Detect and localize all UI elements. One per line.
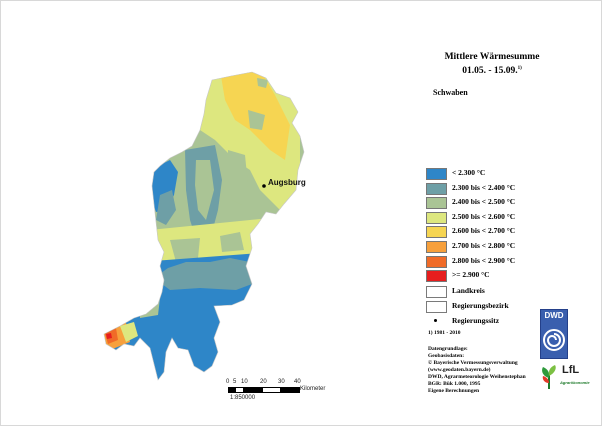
legend-label: < 2.300 °C (452, 168, 486, 177)
data-sources: Datengrundlage: Geobasisdaten: © Bayeris… (428, 346, 526, 395)
scale-tick: 20 (260, 379, 267, 385)
legend-swatch (426, 255, 447, 268)
footnote: 1) 1981 - 2010 (428, 330, 461, 336)
legend-label: 2.300 bis < 2.400 °C (452, 182, 516, 192)
augsburg-label: Augsburg (268, 178, 306, 187)
lfl-logo-text: LfL (562, 364, 580, 376)
legend-swatch (426, 211, 447, 224)
legend-label: 2.600 bis < 2.700 °C (452, 226, 516, 236)
scale-tick: 30 (278, 379, 285, 385)
lfl-logo-subtitle: Agrarökonomie (560, 380, 590, 385)
source-line: © Bayerische Vermessungsverwaltung (428, 360, 518, 366)
dwd-logo: DWD (540, 309, 568, 359)
title-line1: Mittlere Wärmesumme (444, 52, 540, 62)
legend-label: 2.500 bis < 2.600 °C (452, 211, 516, 221)
source-line: DWD, Agrarmeteorologie Weihenstephan (428, 374, 526, 380)
scale-tick: 40 (294, 379, 301, 385)
symbol-label: Landkreis (452, 286, 485, 295)
source-line: (www.geodaten.bayern.de) (428, 367, 491, 373)
scale-segment (280, 387, 300, 393)
dwd-logo-text: DWD (544, 311, 564, 320)
title-line2: 01.05. - 15.09.1) (462, 66, 522, 77)
legend-swatch (426, 168, 447, 180)
dwd-spiral-icon (543, 329, 565, 351)
legend-label: >= 2.900 °C (452, 270, 490, 280)
legend-swatch (426, 182, 447, 195)
region-name: Schwaben (433, 88, 468, 97)
map-title: Mittlere Wärmesumme 01.05. - 15.09.1) (432, 52, 552, 77)
scale-tick: 5 (233, 379, 237, 385)
scale-segment (262, 387, 282, 393)
scale-unit: Kilometer (300, 386, 326, 392)
legend-swatch (426, 240, 447, 253)
augsburg-marker (262, 184, 266, 188)
legend-label: 2.800 bis < 2.900 °C (452, 255, 516, 265)
capital-dot-icon (434, 319, 437, 322)
scale-tick: 10 (241, 379, 248, 385)
source-line: Eigene Berechnungen (428, 388, 480, 394)
legend-label: 2.700 bis < 2.800 °C (452, 240, 516, 250)
source-line: Geobasisdaten: (428, 353, 465, 359)
source-line: Datengrundlage: (428, 346, 468, 352)
scale-segment (243, 387, 264, 393)
scale-ratio: 1:850000 (230, 395, 256, 401)
title-footnote-mark: 1) (517, 66, 522, 71)
landkreis-box (426, 286, 447, 298)
legend-label: 2.400 bis < 2.500 °C (452, 197, 516, 207)
symbol-label: Regierungssitz (452, 316, 500, 325)
bezirk-box (426, 301, 447, 313)
temperature-map (103, 71, 305, 381)
scale-tick: 0 (226, 379, 230, 385)
source-line: BGR: Bük 1.000, 1995 (428, 381, 481, 387)
lfl-logo: LfL Agrarökonomie (539, 364, 590, 392)
plant-icon (542, 365, 556, 389)
legend-swatch (426, 270, 447, 283)
legend-swatch (426, 226, 447, 239)
symbol-label: Regierungsbezirk (452, 301, 509, 310)
legend-swatch (426, 197, 447, 210)
